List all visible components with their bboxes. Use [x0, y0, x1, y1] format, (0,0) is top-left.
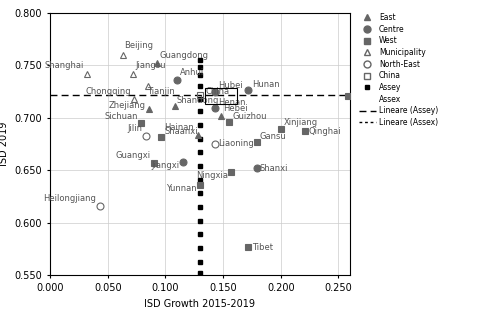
Text: Heilongjiang: Heilongjiang [44, 194, 96, 203]
X-axis label: ISD Growth 2015-2019: ISD Growth 2015-2019 [144, 299, 256, 309]
Y-axis label: ISD 2019: ISD 2019 [0, 122, 9, 166]
Text: Guangdong: Guangdong [160, 51, 208, 60]
Text: Hunan: Hunan [252, 80, 280, 89]
Text: Shandong: Shandong [177, 96, 220, 105]
Text: Hainan: Hainan [164, 123, 194, 132]
Text: Xinjiang: Xinjiang [284, 118, 318, 127]
Text: Zhejiang: Zhejiang [109, 101, 146, 110]
Text: Jiangsu: Jiangsu [136, 61, 166, 70]
Text: Tibet: Tibet [252, 243, 273, 252]
Text: Jilin: Jilin [128, 125, 142, 133]
Legend: East, Centre, West, Municipality, North-East, China, Assey, Assex, Lineare (Asse: East, Centre, West, Municipality, North-… [356, 10, 441, 130]
Text: Shanxi: Shanxi [260, 164, 288, 173]
Text: Inner Mongolia: Inner Mongolia [0, 312, 1, 313]
Text: Hebei: Hebei [223, 105, 248, 114]
Text: Henan: Henan [218, 98, 246, 107]
Text: Liaoning: Liaoning [218, 139, 254, 148]
Text: Shaanxi: Shaanxi [164, 126, 198, 136]
Text: Tianjin: Tianjin [147, 87, 174, 95]
Text: Shanghai: Shanghai [44, 61, 84, 70]
Text: Guangxi: Guangxi [116, 151, 150, 160]
Text: Anhui: Anhui [180, 68, 204, 77]
Text: China: China [206, 87, 230, 95]
Bar [204, 88, 237, 104]
Text: Hubei: Hubei [218, 81, 243, 90]
Text: Yunnan: Yunnan [166, 184, 196, 193]
Text: Gansu: Gansu [260, 132, 287, 141]
Text: Beijing: Beijing [124, 41, 153, 50]
Text: Qinghai: Qinghai [308, 126, 341, 136]
Text: Chongqing: Chongqing [85, 87, 131, 95]
Text: Guizhou: Guizhou [232, 112, 267, 121]
Text: Ningxia: Ningxia [196, 171, 228, 180]
Text: Sichuan: Sichuan [104, 112, 138, 121]
Text: Jiangxi: Jiangxi [151, 161, 179, 170]
